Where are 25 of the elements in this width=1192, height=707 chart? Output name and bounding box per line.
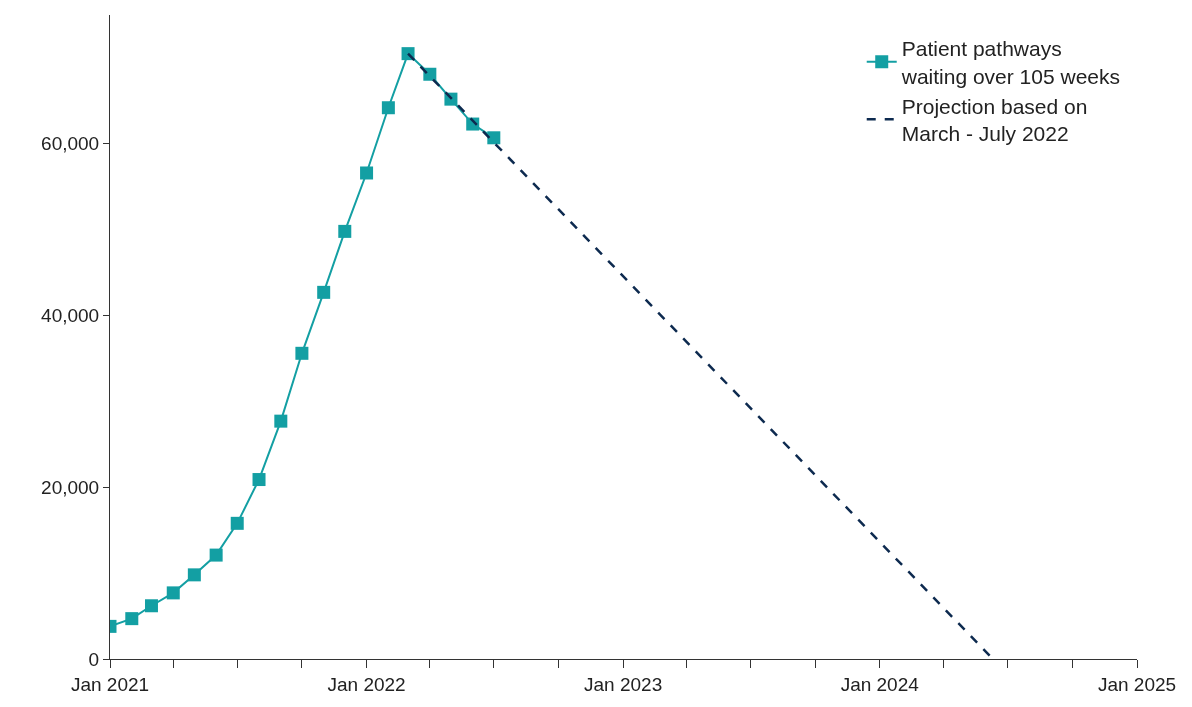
point <box>381 101 395 115</box>
point <box>338 224 352 238</box>
legend-label: Projection based on March - July 2022 <box>901 94 1088 146</box>
point <box>166 586 180 600</box>
y-tick-label: 60,000 <box>41 133 100 155</box>
point <box>360 166 374 180</box>
x-tick-label: Jan 2021 <box>70 673 150 695</box>
point <box>317 285 331 299</box>
point <box>295 346 309 360</box>
point <box>487 131 501 145</box>
point <box>187 568 201 582</box>
x-tick-label: Jan 2024 <box>840 673 920 695</box>
x-tick-label: Jan 2025 <box>1097 673 1177 695</box>
y-tick-label: 0 <box>88 648 100 670</box>
x-tick-label: Jan 2023 <box>584 673 663 695</box>
point <box>209 548 223 562</box>
point <box>144 599 158 613</box>
point <box>125 612 139 626</box>
point <box>252 473 266 487</box>
x-tick-label: Jan 2022 <box>327 673 406 695</box>
y-tick-label: 40,000 <box>41 305 100 327</box>
point <box>274 414 288 428</box>
point <box>230 516 244 530</box>
legend-label: Patient pathways waiting over 105 weeks <box>900 37 1121 88</box>
y-tick-label: 20,000 <box>41 476 100 498</box>
